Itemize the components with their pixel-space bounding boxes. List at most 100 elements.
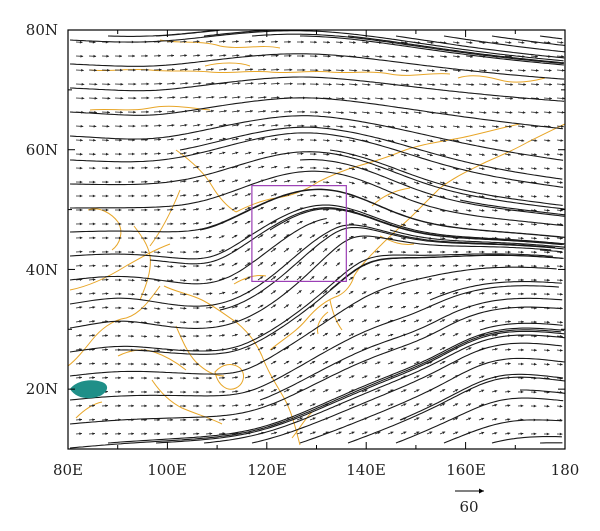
- wind-vector-arrowhead: [377, 195, 381, 199]
- wind-vector-arrowhead: [118, 334, 121, 338]
- wind-vector-arrowhead: [455, 319, 459, 322]
- wind-vector-arrowhead: [289, 68, 293, 72]
- wind-vector-arrowhead: [429, 375, 433, 378]
- wind-vector-arrowhead: [377, 347, 381, 351]
- wind-vector-arrowhead: [80, 54, 84, 58]
- wind-vector-arrowhead: [351, 195, 355, 199]
- wind-vector-arrowhead: [144, 307, 148, 310]
- wind-vector-arrowhead: [521, 250, 524, 254]
- wind-vector-arrowhead: [105, 194, 109, 198]
- wind-vector-arrowhead: [455, 333, 459, 336]
- wind-vector-arrowhead: [390, 431, 394, 435]
- wind-vector-arrowhead: [442, 250, 446, 254]
- wind-vector-arrowhead: [468, 195, 472, 198]
- wind-vector-arrowhead: [234, 319, 238, 323]
- streamline: [299, 159, 565, 217]
- wind-vector-arrowhead: [559, 181, 563, 184]
- wind-vector-arrowhead: [183, 208, 187, 211]
- wind-vector-arrowhead: [299, 431, 303, 435]
- wind-vector-arrowhead: [406, 83, 410, 87]
- wind-vector-arrowhead: [468, 167, 472, 171]
- wind-vector-arrowhead: [273, 290, 276, 294]
- reference-arrowhead-icon: [479, 488, 484, 494]
- wind-vector-arrowhead: [405, 125, 408, 129]
- wind-vector-arrowhead: [209, 151, 213, 155]
- wind-vector-arrowhead: [183, 250, 187, 254]
- wind-vector-arrowhead: [481, 417, 485, 421]
- wind-vector-arrowhead: [273, 360, 277, 364]
- wind-vector-arrowhead: [183, 179, 187, 183]
- wind-vector-arrowhead: [132, 152, 135, 156]
- wind-vector-arrowhead: [442, 264, 446, 268]
- wind-vector-arrowhead: [196, 207, 200, 211]
- wind-vector-arrowhead: [559, 195, 563, 198]
- wind-vector-arrowhead: [250, 95, 254, 99]
- wind-vector-arrowhead: [79, 418, 82, 422]
- wind-vector-arrowhead: [338, 375, 342, 378]
- wind-vector-arrowhead: [222, 165, 226, 169]
- wind-vector-arrowhead: [92, 278, 96, 282]
- highlight-region-box: [251, 185, 347, 283]
- wind-vector-arrowhead: [133, 82, 137, 86]
- wind-vector-arrowhead: [250, 68, 254, 71]
- wind-vector-arrowhead: [445, 97, 449, 101]
- wind-vector-arrowhead: [183, 264, 187, 268]
- wind-vector-arrowhead: [196, 193, 200, 197]
- wind-vector-arrowhead: [455, 403, 459, 406]
- wind-vector-arrowhead: [549, 83, 553, 86]
- wind-vector-arrowhead: [144, 404, 148, 408]
- streamline: [69, 132, 564, 188]
- wind-vector-arrowhead: [260, 347, 264, 350]
- wind-vector-arrowhead: [286, 360, 290, 364]
- wind-vector-arrowhead: [494, 431, 498, 435]
- wind-vector-arrowhead: [236, 123, 240, 127]
- wind-vector-arrowhead: [483, 69, 487, 72]
- wind-vector-arrowhead: [364, 181, 368, 185]
- wind-vector-arrowhead: [120, 110, 123, 114]
- wind-vector-arrowhead: [495, 139, 499, 142]
- wind-vector-arrowhead: [183, 165, 187, 169]
- wind-vector-arrowhead: [196, 418, 200, 422]
- wind-vector-arrowhead: [118, 432, 122, 436]
- wind-vector-arrowhead: [131, 166, 135, 170]
- wind-vector-arrowhead: [209, 390, 213, 394]
- streamline: [299, 357, 565, 444]
- wind-vector-arrowhead: [209, 137, 213, 141]
- wind-vector-arrowhead: [390, 167, 394, 171]
- wind-vector-arrowhead: [144, 279, 148, 282]
- coastline-segment: [291, 411, 313, 439]
- wind-vector-arrowhead: [224, 67, 227, 71]
- wind-vector-arrowhead: [133, 68, 136, 72]
- wind-vector-arrowhead: [298, 290, 302, 293]
- wind-vector-arrowhead: [79, 264, 83, 268]
- wind-vector-arrowhead: [468, 278, 472, 281]
- wind-vector-arrowhead: [328, 82, 332, 86]
- wind-vector-arrowhead: [247, 305, 251, 308]
- wind-vector-arrowhead: [157, 321, 161, 324]
- wind-vector-arrowhead: [481, 264, 485, 268]
- wind-vector-arrowhead: [507, 404, 511, 407]
- wind-vector-arrowhead: [377, 319, 380, 323]
- wind-vector-arrowhead: [274, 165, 278, 169]
- wind-vector-arrowhead: [522, 125, 525, 128]
- wind-vector-arrowhead: [547, 278, 550, 282]
- wind-vector-arrowhead: [559, 167, 563, 170]
- wind-vector-arrowhead: [350, 291, 354, 294]
- wind-vector-arrowhead: [157, 194, 161, 198]
- wind-vector-arrowhead: [131, 222, 135, 226]
- wind-vector-arrowhead: [337, 319, 341, 322]
- wind-vector-arrowhead: [468, 264, 472, 268]
- wind-vector-arrowhead: [132, 54, 135, 58]
- wind-vectors: [75, 40, 566, 436]
- wind-vector-arrowhead: [403, 431, 407, 435]
- wind-vector-arrowhead: [364, 236, 367, 240]
- wind-vector-arrowhead: [442, 347, 446, 350]
- wind-vector-arrowhead: [234, 207, 238, 210]
- wind-vector-arrowhead: [534, 278, 537, 282]
- wind-vector-arrowhead: [273, 248, 277, 251]
- wind-vector-arrowhead: [377, 389, 381, 393]
- wind-vector-arrowhead: [234, 291, 238, 294]
- wind-vector-arrowhead: [376, 305, 380, 309]
- wind-vector-arrowhead: [118, 180, 122, 184]
- wind-vector-arrowhead: [390, 195, 394, 199]
